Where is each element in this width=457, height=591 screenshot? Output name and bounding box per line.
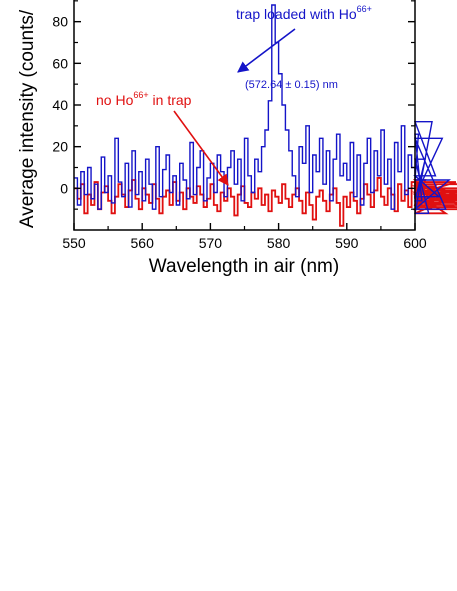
y-axis: 020406080100 [52, 0, 415, 210]
series-line-loaded [74, 4, 451, 215]
arrow-empty [173, 110, 229, 186]
annotation-empty-pre: no Ho [96, 92, 134, 108]
annotation-loaded: trap loaded with Ho66+ [236, 4, 372, 22]
x-tick-label: 560 [131, 235, 155, 251]
x-axis-title: Wavelength in air (nm) [149, 256, 339, 277]
annotation-loaded-sup: 66+ [357, 4, 372, 14]
y-tick-label: 80 [52, 14, 68, 30]
y-axis-title: Average intensity (counts/ [17, 9, 38, 228]
annotation-peak: (572.64 ± 0.15) nm [245, 79, 338, 91]
y-tick-label: 60 [52, 55, 68, 71]
x-tick-label: 590 [335, 235, 359, 251]
y-tick-label: 40 [52, 97, 68, 113]
y-tick-label: 0 [60, 180, 68, 196]
annotation-empty-sup: 66+ [133, 90, 148, 100]
arrow-loaded [237, 28, 296, 73]
y-tick-label: 20 [52, 139, 68, 155]
x-axis: 550 560 570 580 590 600 [62, 223, 427, 251]
x-tick-label: 570 [199, 235, 223, 251]
annotation-empty-post: in trap [149, 92, 192, 108]
x-tick-label: 600 [403, 235, 427, 251]
annotation-empty: no Ho66+ in trap [96, 90, 192, 108]
x-tick-label: 550 [62, 235, 86, 251]
annotation-loaded-text: trap loaded with Ho [236, 6, 357, 22]
x-tick-label: 580 [267, 235, 291, 251]
series-layer [74, 4, 457, 227]
